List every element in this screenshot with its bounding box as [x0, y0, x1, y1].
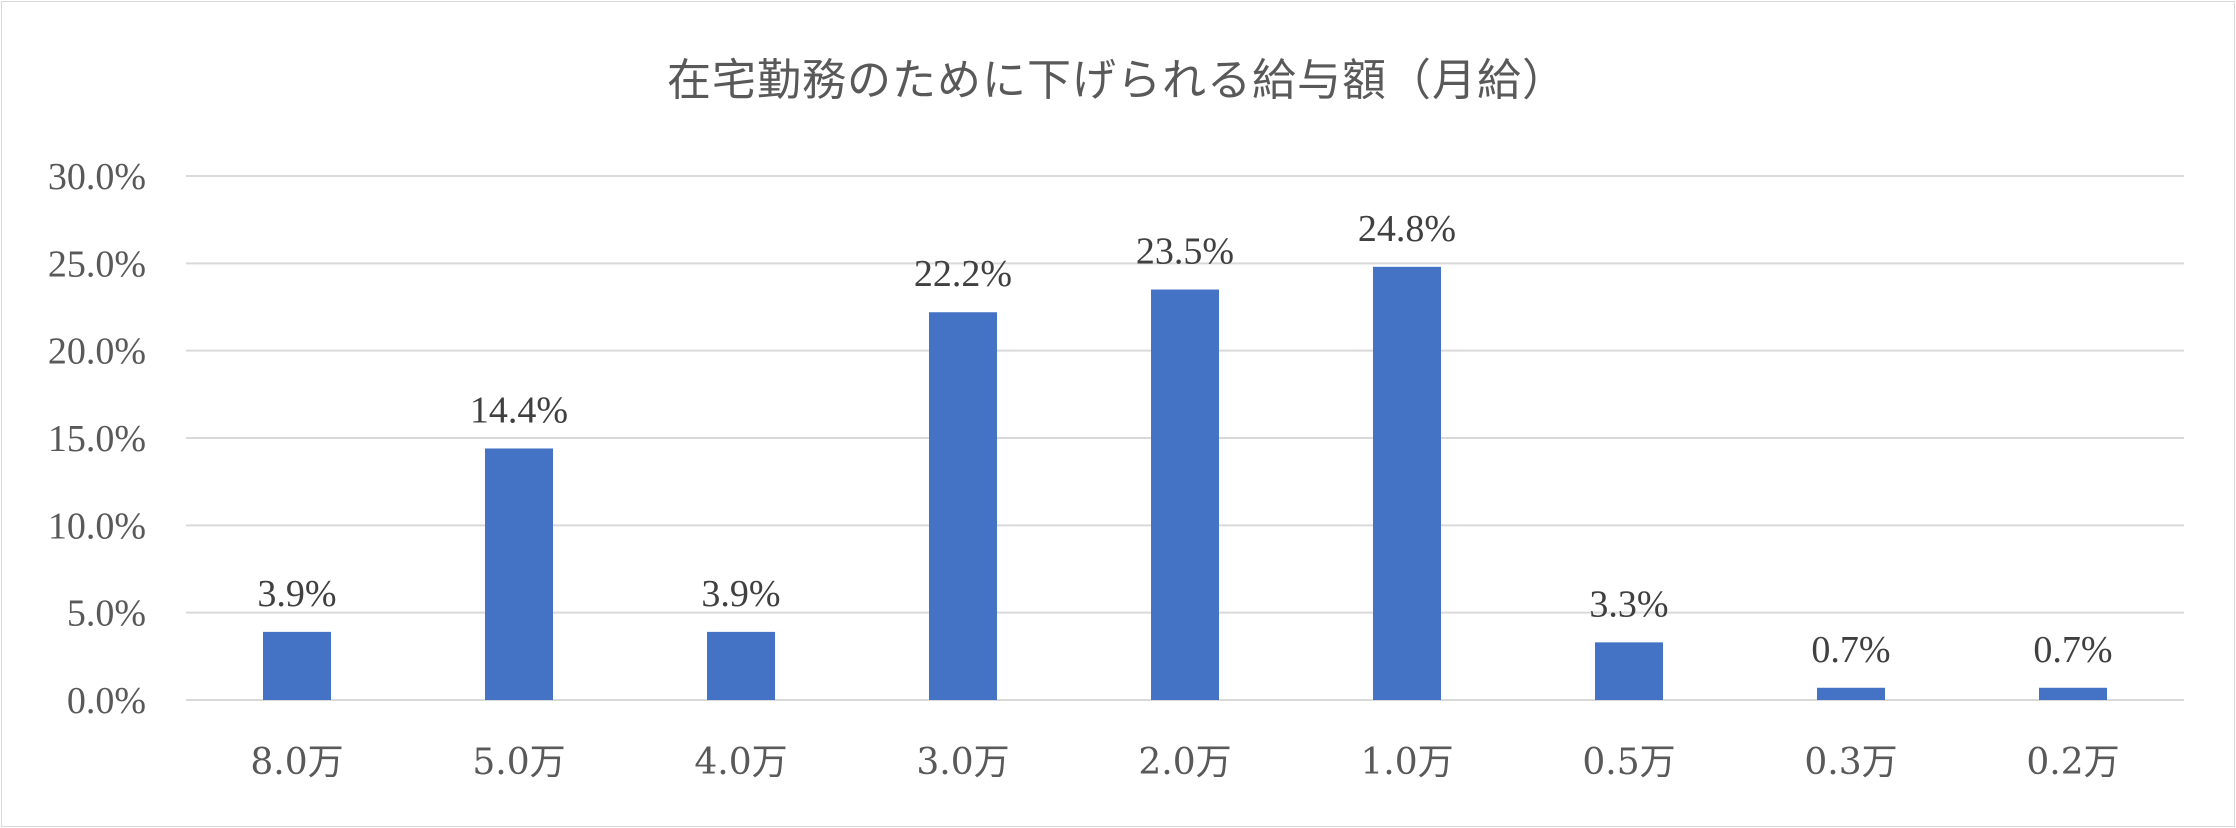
x-category-label: 4.0万: [694, 742, 787, 783]
data-label: 0.7%: [2033, 629, 2112, 671]
data-label: 23.5%: [1136, 231, 1234, 273]
y-tick-label: 20.0%: [48, 331, 146, 373]
data-label: 3.9%: [257, 573, 336, 615]
x-category-label: 2.0万: [1138, 742, 1231, 783]
bar: [1151, 289, 1219, 700]
y-tick-label: 15.0%: [48, 418, 146, 460]
data-label: 3.3%: [1589, 583, 1668, 625]
bars: [263, 266, 2107, 700]
y-tick-label: 0.0%: [67, 680, 146, 722]
bar: [2039, 687, 2107, 700]
bar: [1595, 642, 1663, 700]
data-labels: 3.9% 14.4% 3.9% 22.2% 23.5% 24.8% 3.3% 0.7% 0.7%: [257, 208, 2112, 671]
bar: [1817, 687, 1885, 700]
x-category-label: 3.0万: [916, 742, 1009, 783]
chart-title: 在宅勤務のために下げられる給与額（月給）: [667, 55, 1567, 106]
x-category-label: 0.5万: [1582, 742, 1675, 783]
data-label: 0.7%: [1811, 629, 1890, 671]
bar: [1373, 266, 1441, 700]
bar: [485, 448, 553, 700]
y-tick-label: 5.0%: [67, 593, 146, 635]
data-label: 22.2%: [914, 253, 1012, 295]
data-label: 14.4%: [470, 389, 568, 431]
y-axis-ticks: 0.0% 5.0% 10.0% 15.0% 20.0% 25.0% 30.0%: [48, 156, 146, 722]
data-label: 24.8%: [1358, 208, 1456, 250]
x-category-label: 1.0万: [1360, 742, 1453, 783]
x-axis-categories: 8.0万 5.0万 4.0万 3.0万 2.0万 1.0万 0.5万 0.3万 0.2万: [250, 742, 2119, 783]
x-category-label: 8.0万: [250, 742, 343, 783]
x-category-label: 0.2万: [2026, 742, 2119, 783]
y-tick-label: 30.0%: [48, 156, 146, 198]
y-tick-label: 10.0%: [48, 505, 146, 547]
bar: [929, 312, 997, 700]
x-category-label: 5.0万: [472, 742, 565, 783]
x-category-label: 0.3万: [1804, 742, 1897, 783]
y-tick-label: 25.0%: [48, 243, 146, 285]
bar: [263, 631, 331, 700]
data-label: 3.9%: [701, 573, 780, 615]
bar: [707, 631, 775, 700]
